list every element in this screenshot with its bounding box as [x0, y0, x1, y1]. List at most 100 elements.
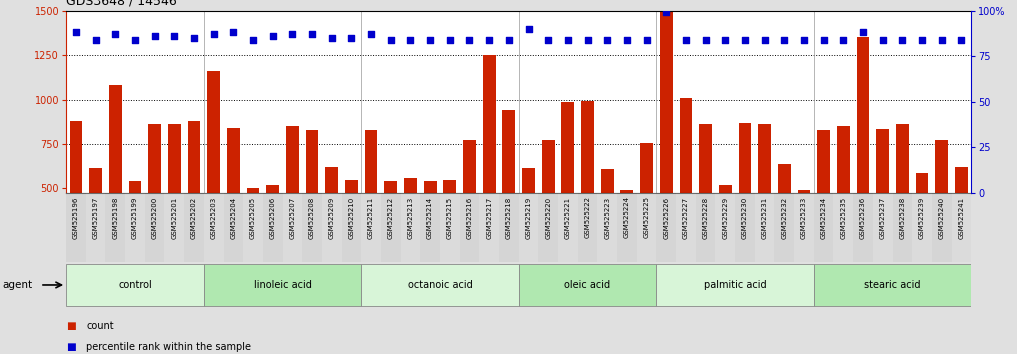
Point	[146, 33, 163, 39]
FancyBboxPatch shape	[656, 264, 814, 306]
Point	[894, 37, 910, 42]
Point	[441, 37, 458, 42]
Bar	[640, 143, 653, 278]
Bar	[814, 193, 834, 262]
Point	[166, 33, 182, 39]
Bar	[597, 193, 617, 262]
Bar	[581, 101, 594, 278]
Bar	[775, 193, 794, 262]
Point	[914, 37, 931, 42]
Bar	[893, 193, 912, 262]
Bar	[306, 130, 318, 278]
Bar	[168, 125, 181, 278]
Bar	[184, 193, 203, 262]
Point	[698, 37, 714, 42]
Bar	[207, 71, 220, 278]
Text: GDS3648 / 14546: GDS3648 / 14546	[66, 0, 177, 7]
Bar	[735, 193, 755, 262]
Bar	[325, 167, 338, 278]
Text: GSM525211: GSM525211	[368, 196, 374, 239]
Bar	[483, 55, 495, 278]
Text: GSM525240: GSM525240	[939, 196, 945, 239]
Bar	[243, 193, 262, 262]
Bar	[738, 123, 752, 278]
Text: GSM525210: GSM525210	[349, 196, 354, 239]
Bar	[460, 193, 479, 262]
Bar	[601, 169, 613, 278]
Text: GSM525220: GSM525220	[545, 196, 551, 239]
FancyBboxPatch shape	[361, 264, 519, 306]
Text: GSM525230: GSM525230	[742, 196, 747, 239]
Text: GSM525226: GSM525226	[663, 196, 669, 239]
Bar	[715, 193, 735, 262]
Text: GSM525229: GSM525229	[722, 196, 728, 239]
Bar	[499, 193, 519, 262]
Bar	[266, 185, 279, 278]
Bar	[955, 167, 968, 278]
Point	[757, 37, 773, 42]
Bar	[915, 173, 929, 278]
Point	[521, 26, 537, 32]
Text: GSM525231: GSM525231	[762, 196, 768, 239]
Point	[677, 37, 694, 42]
Point	[304, 32, 320, 37]
Bar	[676, 193, 696, 262]
Bar	[125, 193, 144, 262]
FancyBboxPatch shape	[203, 264, 361, 306]
Bar	[286, 126, 299, 278]
Bar	[224, 193, 243, 262]
Point	[264, 33, 281, 39]
Point	[363, 32, 379, 37]
Bar	[834, 193, 853, 262]
Bar	[719, 185, 731, 278]
Point	[599, 37, 615, 42]
Text: GSM525236: GSM525236	[860, 196, 866, 239]
Bar	[365, 130, 377, 278]
Text: GSM525204: GSM525204	[231, 196, 236, 239]
Text: GSM525228: GSM525228	[703, 196, 709, 239]
Bar	[797, 190, 811, 278]
Point	[186, 35, 202, 41]
Bar	[420, 193, 440, 262]
Text: GSM525207: GSM525207	[290, 196, 295, 239]
Point	[462, 37, 478, 42]
Bar	[479, 193, 499, 262]
Text: count: count	[86, 321, 114, 331]
Text: GSM525212: GSM525212	[387, 196, 394, 239]
Text: GSM525232: GSM525232	[781, 196, 787, 239]
Text: GSM525216: GSM525216	[467, 196, 473, 239]
Text: oleic acid: oleic acid	[564, 280, 610, 290]
Bar	[856, 37, 870, 278]
Point	[934, 37, 950, 42]
Text: GSM525203: GSM525203	[211, 196, 217, 239]
Bar	[679, 98, 693, 278]
Bar	[542, 139, 554, 278]
Point	[403, 37, 419, 42]
Bar	[302, 193, 322, 262]
Bar	[538, 193, 558, 262]
Text: GSM525238: GSM525238	[899, 196, 905, 239]
Bar	[522, 168, 535, 278]
Bar	[443, 181, 457, 278]
Point	[107, 32, 123, 37]
Text: GSM525199: GSM525199	[132, 196, 138, 239]
Point	[68, 30, 84, 35]
Bar	[873, 193, 893, 262]
Bar	[912, 193, 932, 262]
Point	[540, 37, 556, 42]
Text: control: control	[118, 280, 152, 290]
Point	[618, 37, 635, 42]
Text: GSM525206: GSM525206	[270, 196, 276, 239]
Point	[87, 37, 104, 42]
Text: GSM525201: GSM525201	[171, 196, 177, 239]
Bar	[109, 85, 122, 278]
Text: GSM525219: GSM525219	[526, 196, 532, 239]
Bar	[519, 193, 538, 262]
Bar	[853, 193, 873, 262]
Text: GSM525197: GSM525197	[93, 196, 99, 239]
Point	[855, 30, 872, 35]
Point	[736, 37, 753, 42]
Text: GSM525208: GSM525208	[309, 196, 315, 239]
Point	[481, 37, 497, 42]
Text: GSM525196: GSM525196	[73, 196, 79, 239]
